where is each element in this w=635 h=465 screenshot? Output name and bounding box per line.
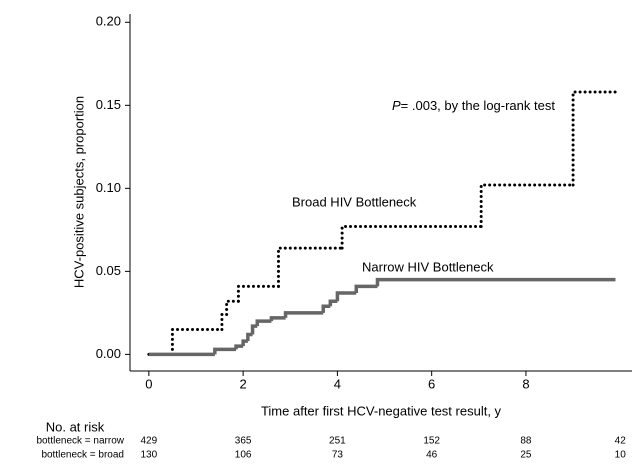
step-segment bbox=[321, 304, 331, 313]
x-tick-label: 6 bbox=[428, 376, 435, 391]
step-segment bbox=[328, 299, 338, 307]
step-segment bbox=[213, 347, 237, 355]
series-label: Narrow HIV Bottleneck bbox=[362, 259, 494, 274]
step-segment bbox=[255, 319, 272, 327]
y-axis-title: HCV-positive subjects, proportion bbox=[71, 96, 86, 288]
step-segment bbox=[375, 277, 616, 287]
annotation: P= .003, by the log-rank test bbox=[392, 98, 555, 113]
risk-count: 130 bbox=[141, 450, 158, 461]
risk-count: 25 bbox=[520, 450, 532, 461]
step-segment bbox=[571, 90, 618, 187]
risk-count: 429 bbox=[141, 436, 158, 447]
step-segment bbox=[276, 246, 344, 288]
risk-count: 73 bbox=[332, 450, 344, 461]
risk-count: 10 bbox=[615, 450, 627, 461]
step-segment bbox=[250, 324, 258, 335]
risk-row-label: bottleneck = narrow bbox=[36, 436, 124, 447]
step-segment bbox=[354, 284, 378, 293]
x-tick-label: 2 bbox=[240, 376, 247, 391]
risk-title: No. at risk bbox=[46, 419, 105, 434]
step-segment bbox=[220, 313, 229, 331]
y-tick-label: 0.00 bbox=[96, 346, 121, 361]
step-segment bbox=[335, 291, 357, 302]
step-segment bbox=[236, 284, 280, 303]
x-tick-label: 4 bbox=[334, 376, 341, 391]
risk-count: 46 bbox=[426, 450, 438, 461]
series-label: Broad HIV Bottleneck bbox=[292, 194, 417, 209]
step-segment bbox=[479, 183, 575, 229]
risk-count: 88 bbox=[520, 436, 532, 447]
step-segment bbox=[225, 299, 240, 317]
y-tick-label: 0.20 bbox=[96, 14, 121, 29]
y-tick-label: 0.15 bbox=[96, 97, 121, 112]
x-tick-label: 0 bbox=[145, 376, 152, 391]
risk-count: 106 bbox=[235, 450, 252, 461]
x-tick-label: 8 bbox=[522, 376, 529, 391]
y-tick-label: 0.10 bbox=[96, 180, 121, 195]
y-tick-label: 0.05 bbox=[96, 263, 121, 278]
step-segment bbox=[234, 344, 244, 350]
risk-count: 365 bbox=[235, 436, 252, 447]
step-segment bbox=[241, 339, 248, 347]
step-segment bbox=[170, 327, 224, 356]
risk-count: 152 bbox=[423, 436, 440, 447]
risk-count: 42 bbox=[615, 436, 627, 447]
x-axis-title: Time after first HCV-negative test resul… bbox=[261, 403, 502, 418]
risk-count: 251 bbox=[329, 436, 346, 447]
annotation-p: P bbox=[392, 98, 401, 113]
step-segment bbox=[283, 311, 324, 318]
risk-row-label: bottleneck = broad bbox=[41, 450, 124, 461]
step-segment bbox=[340, 225, 483, 250]
step-segment bbox=[269, 316, 286, 322]
step-segment bbox=[246, 332, 253, 342]
annotation-text: = .003, by the log-rank test bbox=[401, 98, 556, 113]
